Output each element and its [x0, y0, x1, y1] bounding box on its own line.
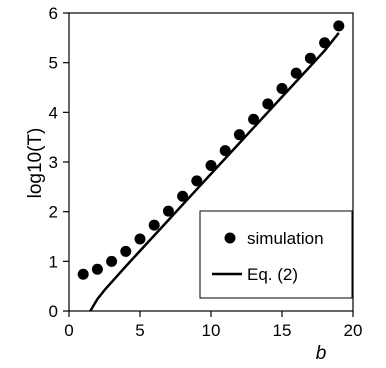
- legend-marker-simulation: [224, 232, 236, 244]
- legend-label-eq2: Eq. (2): [247, 265, 298, 284]
- data-point-simulation-6: [162, 205, 174, 217]
- series-line-eq-2: [89, 32, 340, 312]
- x-tick-label-2: 10: [202, 321, 221, 340]
- data-point-simulation-3: [120, 245, 132, 257]
- y-tick-label-6: 6: [49, 4, 58, 23]
- y-tick-label-5: 5: [49, 54, 58, 73]
- y-tick-label-4: 4: [49, 103, 58, 122]
- y-tick-label-3: 3: [49, 153, 58, 172]
- x-tick-label-1: 5: [135, 321, 144, 340]
- data-point-simulation-10: [219, 145, 231, 157]
- data-point-simulation-11: [233, 129, 245, 141]
- data-point-simulation-7: [177, 190, 189, 202]
- ticks: 0 5 10 15 20 0 1 2 3 4 5 6: [49, 4, 363, 340]
- plot-area: [77, 20, 345, 312]
- data-point-simulation-0: [77, 268, 89, 280]
- x-tick-label-4: 20: [344, 321, 363, 340]
- x-tick-label-0: 0: [64, 321, 73, 340]
- data-point-simulation-14: [276, 82, 288, 94]
- y-tick-label-0: 0: [49, 302, 58, 321]
- data-point-simulation-1: [91, 263, 103, 275]
- legend-box: [199, 210, 353, 299]
- legend: simulation Eq. (2): [199, 210, 353, 299]
- y-axis-title: log10(T): [25, 128, 46, 199]
- data-point-simulation-5: [148, 219, 160, 231]
- data-point-simulation-9: [205, 159, 217, 171]
- x-axis-title: b: [316, 343, 327, 363]
- y-tick-label-2: 2: [49, 203, 58, 222]
- data-point-simulation-15: [290, 67, 302, 79]
- x-tick-label-3: 15: [273, 321, 292, 340]
- legend-label-simulation: simulation: [247, 229, 324, 248]
- data-point-simulation-16: [304, 52, 316, 64]
- data-point-simulation-12: [248, 113, 260, 125]
- data-point-simulation-4: [134, 233, 146, 245]
- data-point-simulation-2: [106, 255, 118, 267]
- data-point-simulation-13: [262, 98, 274, 110]
- data-point-simulation-18: [333, 20, 345, 32]
- data-point-simulation-8: [191, 175, 203, 187]
- y-tick-label-1: 1: [49, 252, 58, 271]
